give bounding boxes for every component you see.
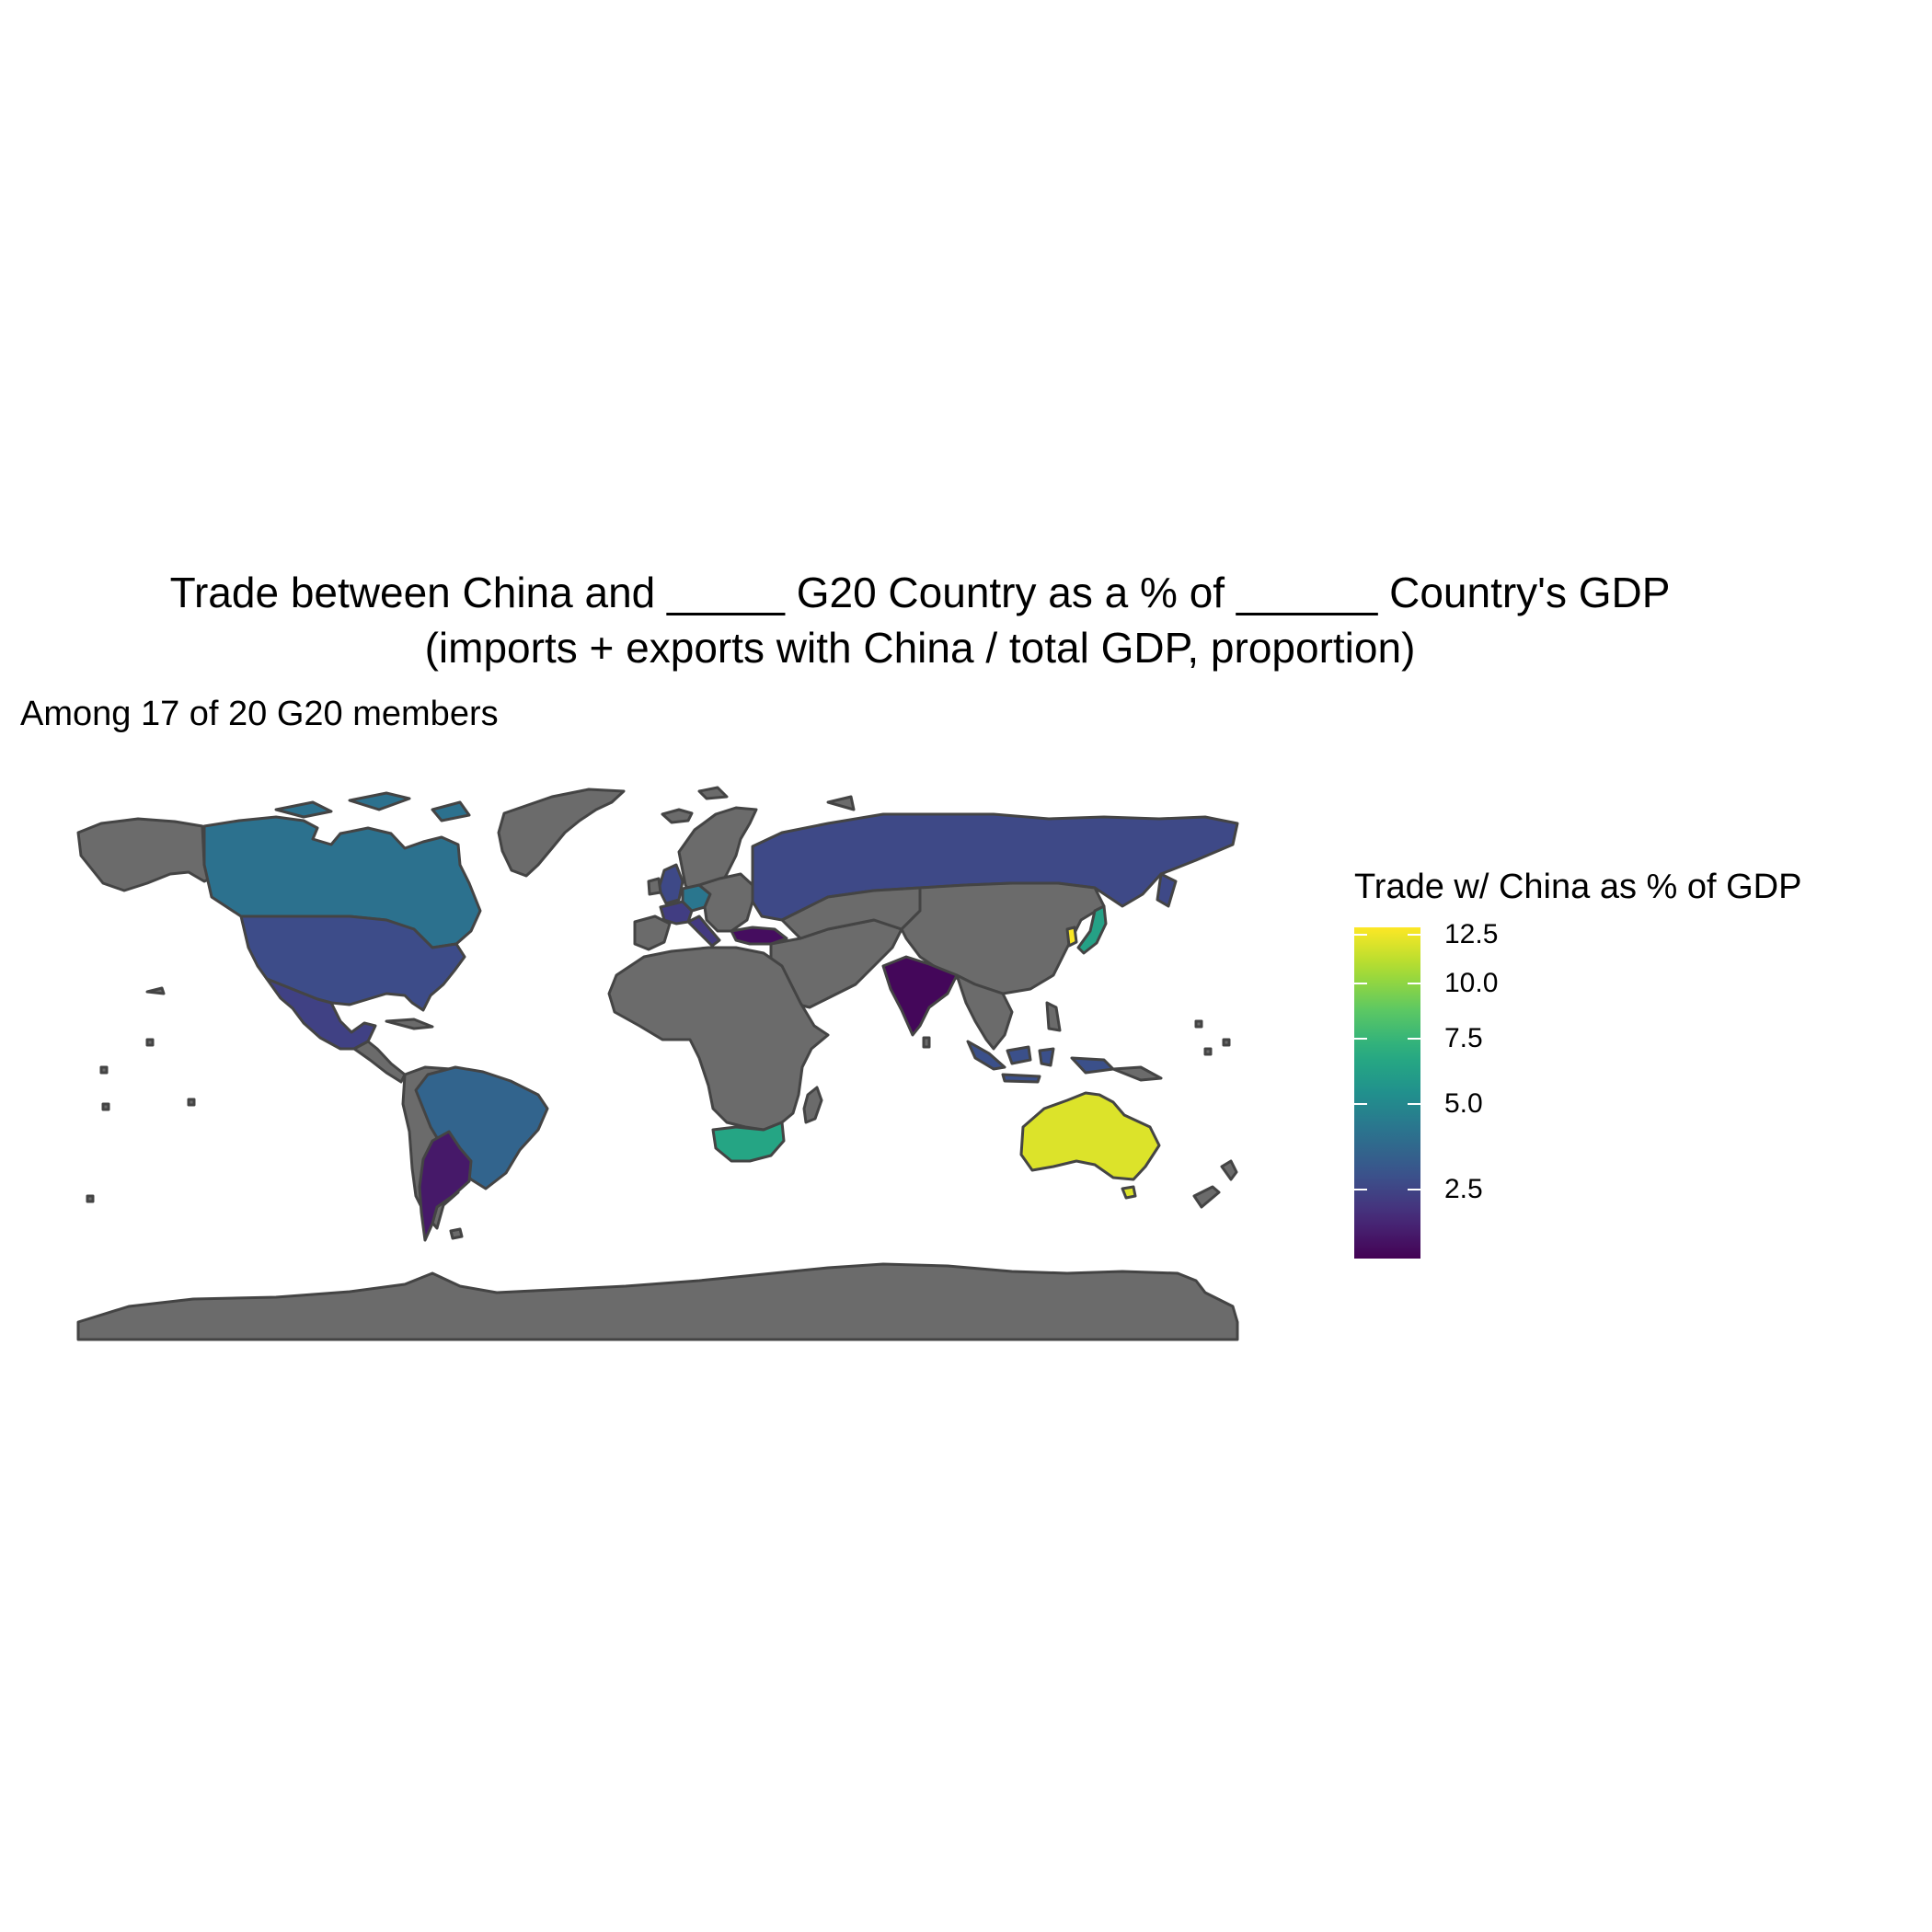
region-italy	[686, 914, 721, 948]
legend-tick-mark	[1354, 1188, 1367, 1190]
region-indonesia	[966, 1040, 1115, 1084]
region-india	[881, 955, 959, 1037]
chart-subtitle: Among 17 of 20 G20 members	[20, 695, 499, 733]
region-ireland	[647, 877, 662, 896]
region-south-korea	[1065, 926, 1078, 948]
legend-tick-mark	[1408, 1037, 1420, 1040]
legend-tick-mark	[1354, 982, 1367, 984]
region-papua	[1111, 1065, 1163, 1082]
region-svalbard	[697, 786, 856, 811]
region-tasmania	[1121, 1185, 1137, 1200]
region-russia-far-east	[1156, 872, 1178, 908]
legend-tick-label: 5.0	[1444, 1087, 1483, 1119]
legend-tick-mark	[1354, 1102, 1367, 1105]
region-iberia	[633, 914, 672, 951]
region-sri-lanka	[922, 1036, 931, 1049]
region-southeast-asia	[955, 973, 1014, 1051]
region-antarctica	[76, 1262, 1239, 1341]
legend-tick-label: 7.5	[1444, 1022, 1483, 1053]
legend-tick-label: 2.5	[1444, 1173, 1483, 1204]
legend-tick-label: 10.0	[1444, 967, 1499, 998]
legend-tick-mark	[1408, 1188, 1420, 1190]
region-cuba	[385, 1018, 434, 1030]
region-china	[900, 881, 1106, 995]
region-japan	[1076, 904, 1108, 955]
legend-title: Trade w/ China as % of GDP	[1354, 868, 1802, 906]
region-greenland	[497, 788, 626, 878]
legend-tick-mark	[1354, 1037, 1367, 1040]
chart-title: Trade between China and _____ G20 Countr…	[169, 569, 1671, 616]
region-falklands	[449, 1227, 464, 1240]
region-madagascar	[802, 1086, 823, 1124]
region-iceland	[661, 808, 694, 824]
chart-title-line2: (imports + exports with China / total GD…	[424, 624, 1416, 672]
region-arctic-islands	[274, 791, 471, 822]
legend-tick-mark	[1354, 933, 1367, 936]
legend-tick-mark	[1408, 982, 1420, 984]
region-new-zealand	[1192, 1159, 1238, 1209]
legend-tick-mark	[1408, 933, 1420, 936]
region-australia	[1019, 1091, 1161, 1181]
region-alaska	[76, 817, 218, 892]
legend-colorbar	[1354, 927, 1420, 1259]
region-central-america	[352, 1040, 407, 1084]
legend-tick-mark	[1408, 1102, 1420, 1105]
region-mexico	[265, 977, 377, 1051]
region-eastern-europe	[697, 872, 754, 933]
region-south-africa	[711, 1121, 786, 1163]
region-pacific-islands	[86, 986, 1231, 1203]
legend-tick-label: 12.5	[1444, 918, 1499, 949]
region-brazil	[414, 1065, 549, 1190]
region-philippines	[1045, 1001, 1062, 1032]
region-united-kingdom	[657, 863, 684, 905]
region-argentina	[418, 1130, 473, 1242]
land-layer	[76, 786, 1239, 1341]
